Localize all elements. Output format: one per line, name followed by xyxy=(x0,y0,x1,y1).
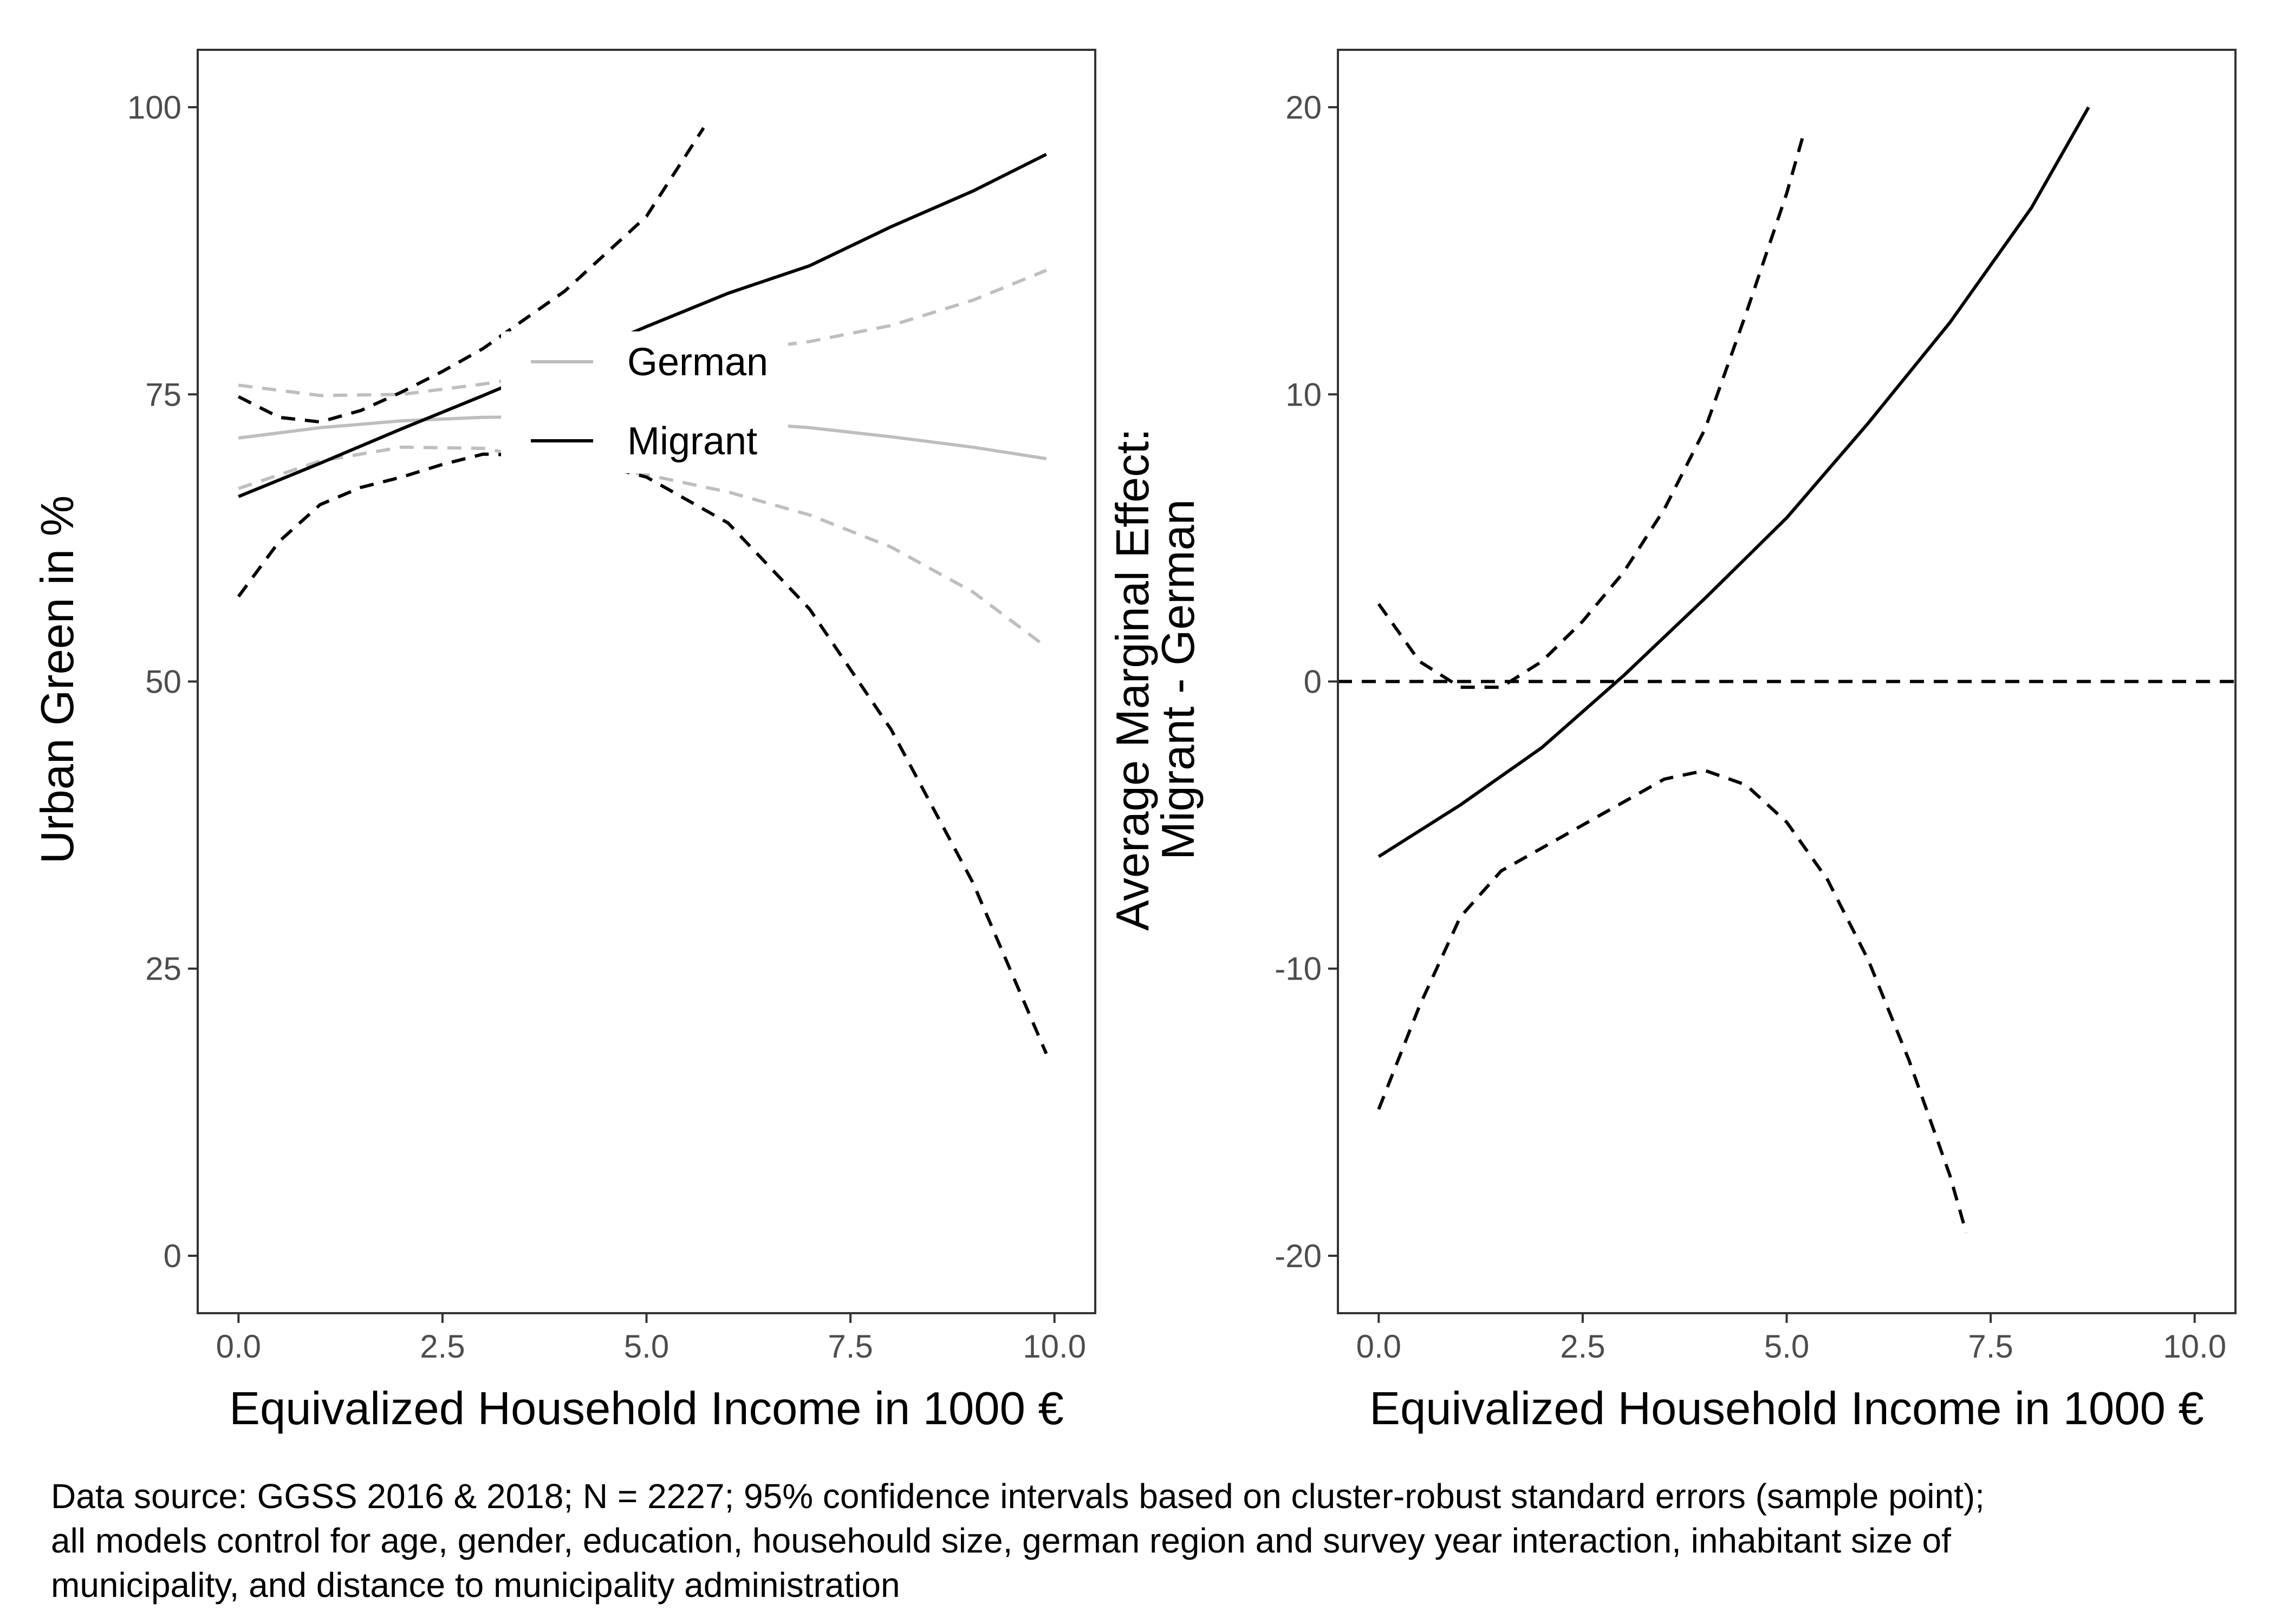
y-axis-label: Urban Green in % xyxy=(32,495,83,864)
y-tick-label: 25 xyxy=(145,951,181,987)
y-tick-label: -10 xyxy=(1275,951,1322,987)
caption: Data source: GGSS 2016 & 2018; N = 2227;… xyxy=(51,1474,2261,1607)
y-axis-label-line: Urban Green in % xyxy=(32,495,83,864)
y-tick-label: 0 xyxy=(164,1238,181,1274)
x-tick-label: 7.5 xyxy=(1968,1328,2013,1365)
x-tick-label: 5.0 xyxy=(624,1328,669,1365)
plot-area xyxy=(1338,106,2235,1234)
x-tick-label: 10.0 xyxy=(1023,1328,1086,1365)
legend-label-german: German xyxy=(627,341,768,384)
x-tick-label: 0.0 xyxy=(216,1328,261,1365)
y-tick-label: -20 xyxy=(1275,1238,1322,1274)
plot-frame xyxy=(197,49,1096,1314)
legend: German Migrant xyxy=(501,331,788,473)
x-axis-label: Equivalized Household Income in 1000 € xyxy=(229,1383,1063,1434)
y-tick-label: 50 xyxy=(145,664,181,700)
legend-label-migrant: Migrant xyxy=(627,420,757,463)
y-tick-label: 20 xyxy=(1285,89,1322,126)
x-tick-label: 10.0 xyxy=(2163,1328,2226,1365)
y-tick-label: 0 xyxy=(1304,664,1322,700)
y-tick-label: 100 xyxy=(127,89,181,126)
x-axis-label: Equivalized Household Income in 1000 € xyxy=(1369,1383,2204,1434)
y-tick-label: 75 xyxy=(145,376,181,413)
ame-estimate-line xyxy=(1377,106,2090,858)
y-axis-label-line: Migrant - German xyxy=(1153,499,1204,860)
legend-background xyxy=(501,331,788,473)
x-tick-label: 5.0 xyxy=(1764,1328,1809,1365)
german-ci-lower-line xyxy=(238,445,1048,649)
ame-ci-lower-line xyxy=(1377,768,1968,1234)
migrant-ci-lower-line xyxy=(237,452,1048,1054)
left-panel: 0.0 2.5 5.0 7.5 10.0 0 25 50 75 100 Equivalized Ho… xyxy=(32,49,1096,1434)
caption-line-1: Data source: GGSS 2016 & 2018; N = 2227;… xyxy=(51,1477,1985,1516)
caption-line-3: municipality, and distance to municipali… xyxy=(51,1566,900,1605)
right-panel: 0.0 2.5 5.0 7.5 10.0 -20 -10 0 10 20 Equivalized H… xyxy=(1107,49,2237,1434)
caption-line-2: all models control for age, gender, educ… xyxy=(51,1521,1951,1560)
x-tick-label: 0.0 xyxy=(1356,1328,1401,1365)
y-tick-label: 10 xyxy=(1285,376,1322,413)
x-tick-label: 2.5 xyxy=(420,1328,465,1365)
migrant-ci-upper-line xyxy=(237,127,705,424)
y-axis-label-line: Average Marginal Effect: xyxy=(1107,428,1159,931)
ame-ci-upper-line xyxy=(1377,135,1805,689)
x-tick-label: 7.5 xyxy=(828,1328,873,1365)
migrant-estimate-line xyxy=(238,153,1047,498)
plot-area xyxy=(237,127,1048,1054)
x-tick-label: 2.5 xyxy=(1560,1328,1605,1365)
y-axis-label: Average Marginal Effect:Migrant - German xyxy=(1107,428,1204,931)
